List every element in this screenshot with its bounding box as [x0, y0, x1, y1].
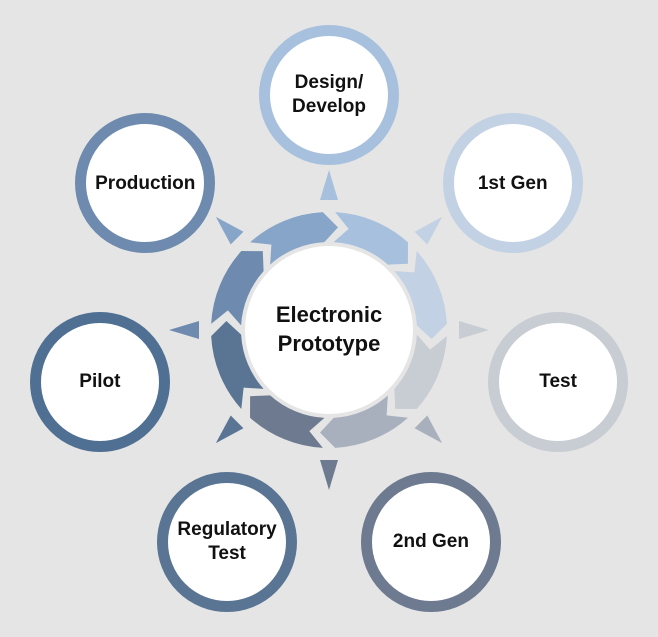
- center-label: ElectronicPrototype: [276, 301, 382, 358]
- node-production: Production: [75, 113, 215, 253]
- outward-arrow: [459, 321, 489, 339]
- node-regulatory-test: RegulatoryTest: [157, 472, 297, 612]
- node-first-gen: 1st Gen: [443, 113, 583, 253]
- outward-arrow: [216, 217, 244, 245]
- node-pilot: Pilot: [30, 312, 170, 452]
- outward-arrow: [216, 416, 244, 444]
- center-circle: ElectronicPrototype: [245, 246, 413, 414]
- outward-arrow: [320, 170, 338, 200]
- node-label: Test: [533, 370, 583, 394]
- node-test: Test: [488, 312, 628, 452]
- node-label: Pilot: [73, 370, 126, 394]
- node-label: 2nd Gen: [387, 530, 475, 554]
- outward-arrow: [169, 321, 199, 339]
- node-design-develop: Design/Develop: [259, 25, 399, 165]
- node-label: Production: [89, 172, 201, 196]
- outward-arrow: [415, 217, 443, 245]
- outward-arrow: [415, 416, 443, 444]
- node-second-gen: 2nd Gen: [361, 472, 501, 612]
- node-label: RegulatoryTest: [171, 518, 282, 566]
- outward-arrow: [320, 460, 338, 490]
- cycle-diagram: ElectronicPrototype Design/Develop 1st Ge…: [0, 0, 658, 637]
- node-label: 1st Gen: [472, 172, 554, 196]
- node-label: Design/Develop: [286, 71, 372, 119]
